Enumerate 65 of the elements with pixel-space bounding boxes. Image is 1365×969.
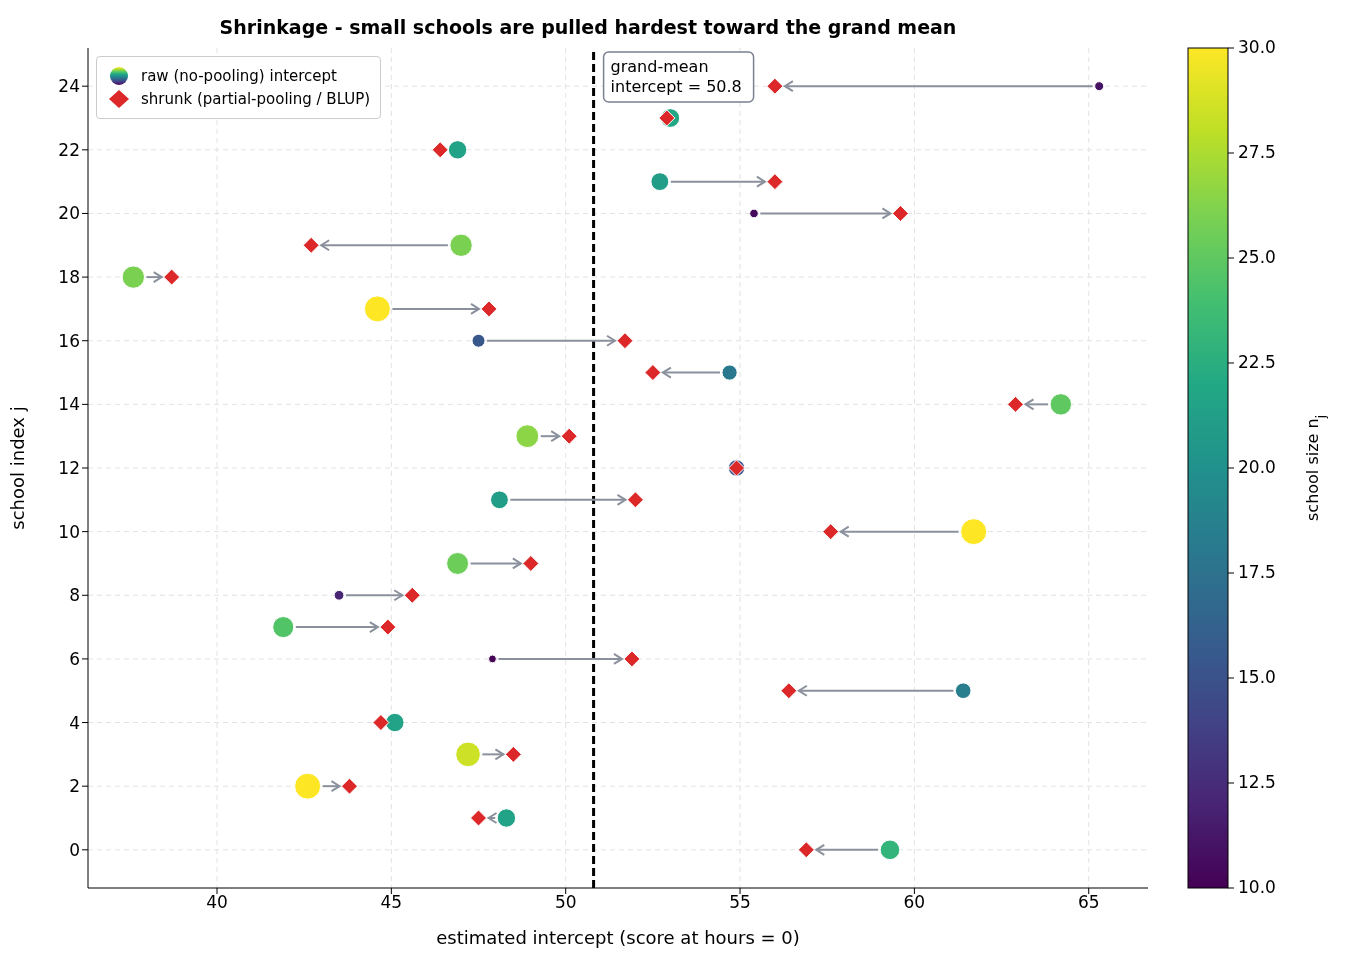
color-bar-label: 10.0 [1238,877,1276,897]
y-tick-label: 20 [58,203,80,224]
y-tick-label: 2 [69,776,80,797]
x-tick-label: 45 [380,892,403,913]
point [504,745,522,763]
point [272,616,295,639]
point [163,268,181,286]
point [623,650,641,668]
point [403,586,421,604]
point [797,841,815,859]
color-bar-label: 17.5 [1238,562,1276,582]
point [780,682,798,700]
x-tick-label: 60 [903,892,926,913]
point [1007,395,1024,413]
point [496,808,517,828]
point [879,839,901,861]
x-axis-title: estimated intercept (score at hours = 0) [436,927,800,948]
ref-line-label: grand-mean intercept = 50.8 [610,57,742,96]
color-bar-label: 27.5 [1238,142,1276,162]
y-tick-label: 14 [58,394,80,415]
y-tick-label: 6 [69,648,80,669]
point [372,714,390,732]
point [644,364,662,382]
y-tick-label: 10 [58,521,80,542]
y-tick-label: 22 [58,139,80,160]
point [470,809,488,827]
point [766,77,784,95]
color-bar-label: 25.0 [1238,247,1276,267]
chart-title: Shrinkage - small schools are pulled hardest toward the grand mean [218,16,958,38]
x-tick-label: 65 [1077,892,1100,913]
point [822,523,840,541]
color-bar-label: 12.5 [1238,772,1276,792]
point [341,777,359,795]
point [447,140,468,160]
legend-label: shrunk (partial-pooling / BLUP) [141,90,371,108]
y-tick-label: 8 [69,585,80,606]
x-tick-label: 55 [729,892,751,913]
point [626,491,644,509]
legend-label: raw (no-pooling) intercept [141,67,337,85]
point [431,141,449,159]
y-tick-label: 0 [69,839,80,860]
point [766,173,784,191]
point [650,172,670,192]
point [302,236,320,254]
point [379,618,397,636]
point [480,300,498,318]
y-tick-label: 18 [58,267,80,288]
y-tick-label: 12 [58,458,80,479]
y-tick-label: 16 [58,330,80,351]
color-bar-label: 22.5 [1238,352,1276,372]
y-axis-title: school index j [7,406,29,530]
point [522,554,540,572]
y-tick-label: 4 [69,712,80,733]
x-tick-label: 50 [554,892,577,913]
x-tick-label: 40 [206,892,228,913]
point [658,109,676,127]
point [560,427,578,445]
y-tick-label: 24 [58,76,80,97]
color-bar-label: 30.0 [1238,37,1276,57]
point [490,490,509,510]
color-bar-label: 15.0 [1238,667,1276,687]
color-bar-label: 20.0 [1238,457,1276,477]
point [385,712,405,733]
point [616,332,634,350]
point [891,204,909,222]
